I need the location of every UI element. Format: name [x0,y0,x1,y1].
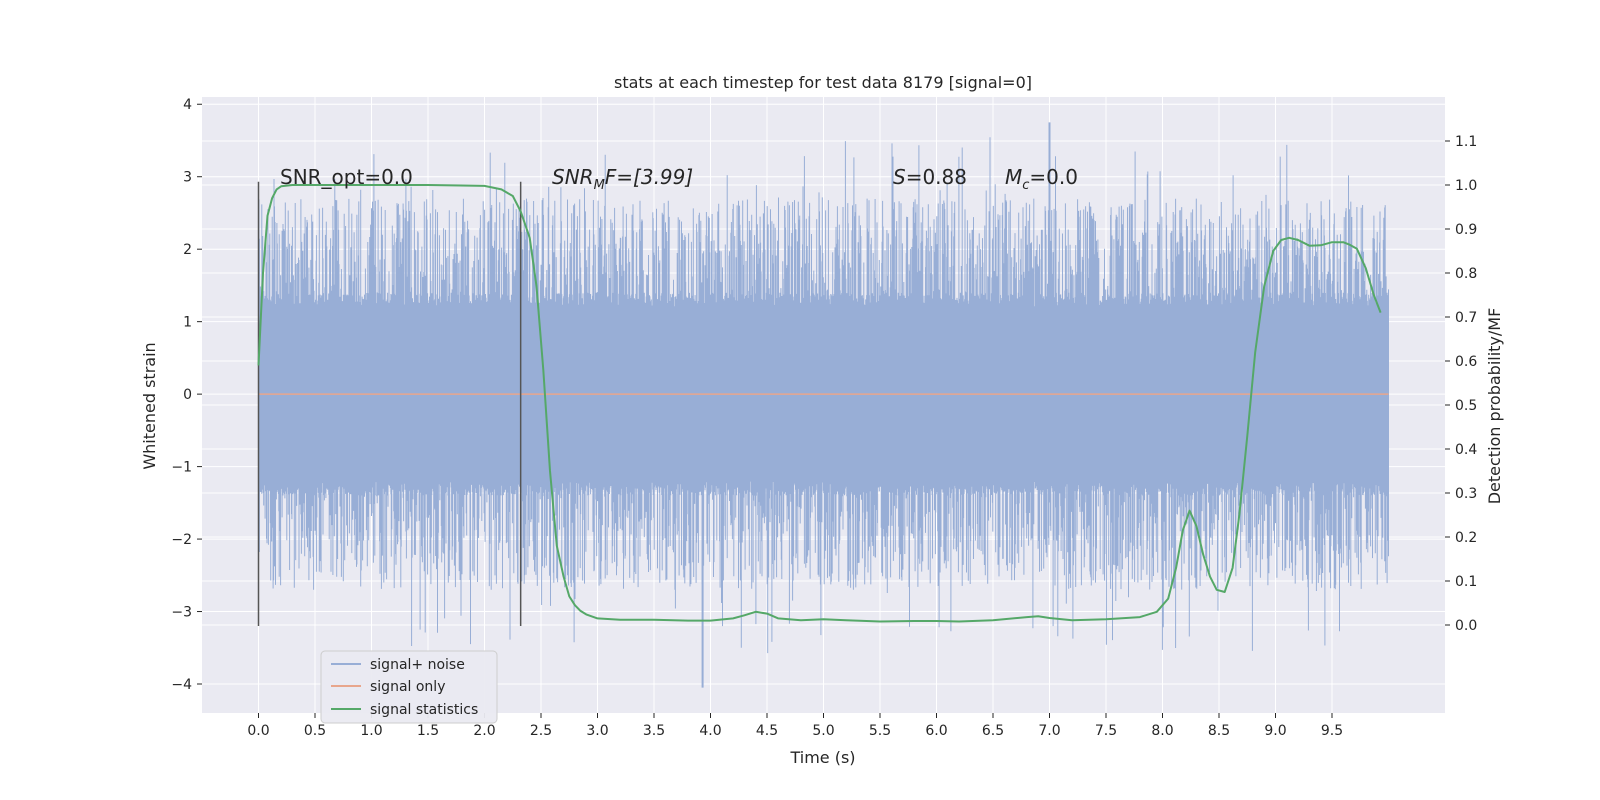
y-right-tick-label-2: 0.2 [1455,530,1477,546]
legend-box [320,650,498,724]
x-tick-label-11: 5.5 [869,723,891,739]
annotation-s-rest: =0.88 [906,165,967,189]
x-tick-label-12: 6.0 [925,723,947,739]
annotation-snr-mf-main: SNR [552,165,594,189]
legend-label-signal-only: signal only [370,679,445,695]
annotation-mc: Mc=0.0 [1005,165,1078,193]
x-tick-label-13: 6.5 [982,723,1004,739]
x-tick-label-18: 9.0 [1264,723,1286,739]
x-axis-label: Time (s) [789,748,855,767]
y-right-tick-label-0: 0.0 [1455,618,1477,634]
annotation-mc-rest: =0.0 [1029,165,1078,189]
x-ticks: 0.0 0.5 1.0 1.5 2.0 2.5 3.0 3.5 4.0 4.5 5.0 5.5 6.0 6… [247,713,1343,739]
y-right-tick-label-11: 1.1 [1455,134,1477,150]
y-tick-label-0: −4 [171,677,192,693]
y-right-tick-label-8: 0.8 [1455,266,1477,282]
legend-label-statistics: signal statistics [370,702,478,718]
annotation-snr-mf-sub: M [594,178,605,193]
statistics-line [257,184,1382,623]
annotation-snr-opt: SNR_opt=0.0 [280,165,413,189]
x-tick-label-7: 3.5 [643,723,665,739]
annotation-s-main: S [893,165,906,189]
y-right-tick-label-9: 0.9 [1455,222,1477,238]
y-tick-label-5: 1 [183,315,192,331]
y-right-tick-label-5: 0.5 [1455,398,1477,414]
x-tick-label-14: 7.0 [1038,723,1060,739]
annotation-snr-mf-rest: F=[3.99] [605,165,693,189]
x-tick-label-8: 4.0 [699,723,721,739]
y-tick-label-4: 0 [183,387,192,403]
legend: signal+ noise signal only signal statist… [320,650,498,724]
y-right-tick-label-4: 0.4 [1455,442,1477,458]
x-tick-label-6: 3.0 [586,723,608,739]
x-tick-label-0: 0.0 [247,723,269,739]
x-tick-label-19: 9.5 [1321,723,1343,739]
x-tick-label-5: 2.5 [530,723,552,739]
y-tick-label-7: 3 [183,170,192,186]
x-tick-label-15: 7.5 [1095,723,1117,739]
y-ticks-left: −4 −3 −2 −1 0 1 2 3 4 [171,97,202,693]
x-tick-label-16: 8.0 [1151,723,1173,739]
x-tick-label-2: 1.0 [360,723,382,739]
y-tick-label-2: −2 [171,532,192,548]
y-right-tick-label-6: 0.6 [1455,354,1477,370]
annotation-mc-sub: c [1022,178,1029,193]
y-tick-label-3: −1 [171,460,192,476]
x-tick-label-1: 0.5 [304,723,326,739]
y-axis-label: Whitened strain [140,342,159,469]
x-tick-label-17: 8.5 [1208,723,1230,739]
x-tick-label-10: 5.0 [812,723,834,739]
legend-label-noise: signal+ noise [370,657,465,673]
y-right-tick-label-3: 0.3 [1455,486,1477,502]
y-axis-label-right: Detection probability/MF [1485,308,1504,505]
y-ticks-right: 0.0 0.1 0.2 0.3 0.4 0.5 0.6 0.7 0.8 0.9 1.0 1.1 [1445,134,1477,634]
x-tick-label-4: 2.0 [473,723,495,739]
y-right-tick-label-1: 0.1 [1455,574,1477,590]
chart-title: stats at each timestep for test data 817… [614,73,1032,92]
x-tick-label-3: 1.5 [417,723,439,739]
y-right-tick-label-10: 1.0 [1455,178,1477,194]
annotation-snr-mf: SNRMF=[3.99] [552,165,693,193]
x-tick-label-9: 4.5 [756,723,778,739]
y-tick-label-6: 2 [183,242,192,258]
annotation-mc-main: M [1005,165,1022,189]
annotation-s: S=0.88 [893,165,967,189]
y-tick-label-1: −3 [171,605,192,621]
window-markers [257,181,522,627]
y-right-tick-label-7: 0.7 [1455,310,1477,326]
y-tick-label-8: 4 [183,97,192,113]
series-signal-statistics [257,184,1382,623]
